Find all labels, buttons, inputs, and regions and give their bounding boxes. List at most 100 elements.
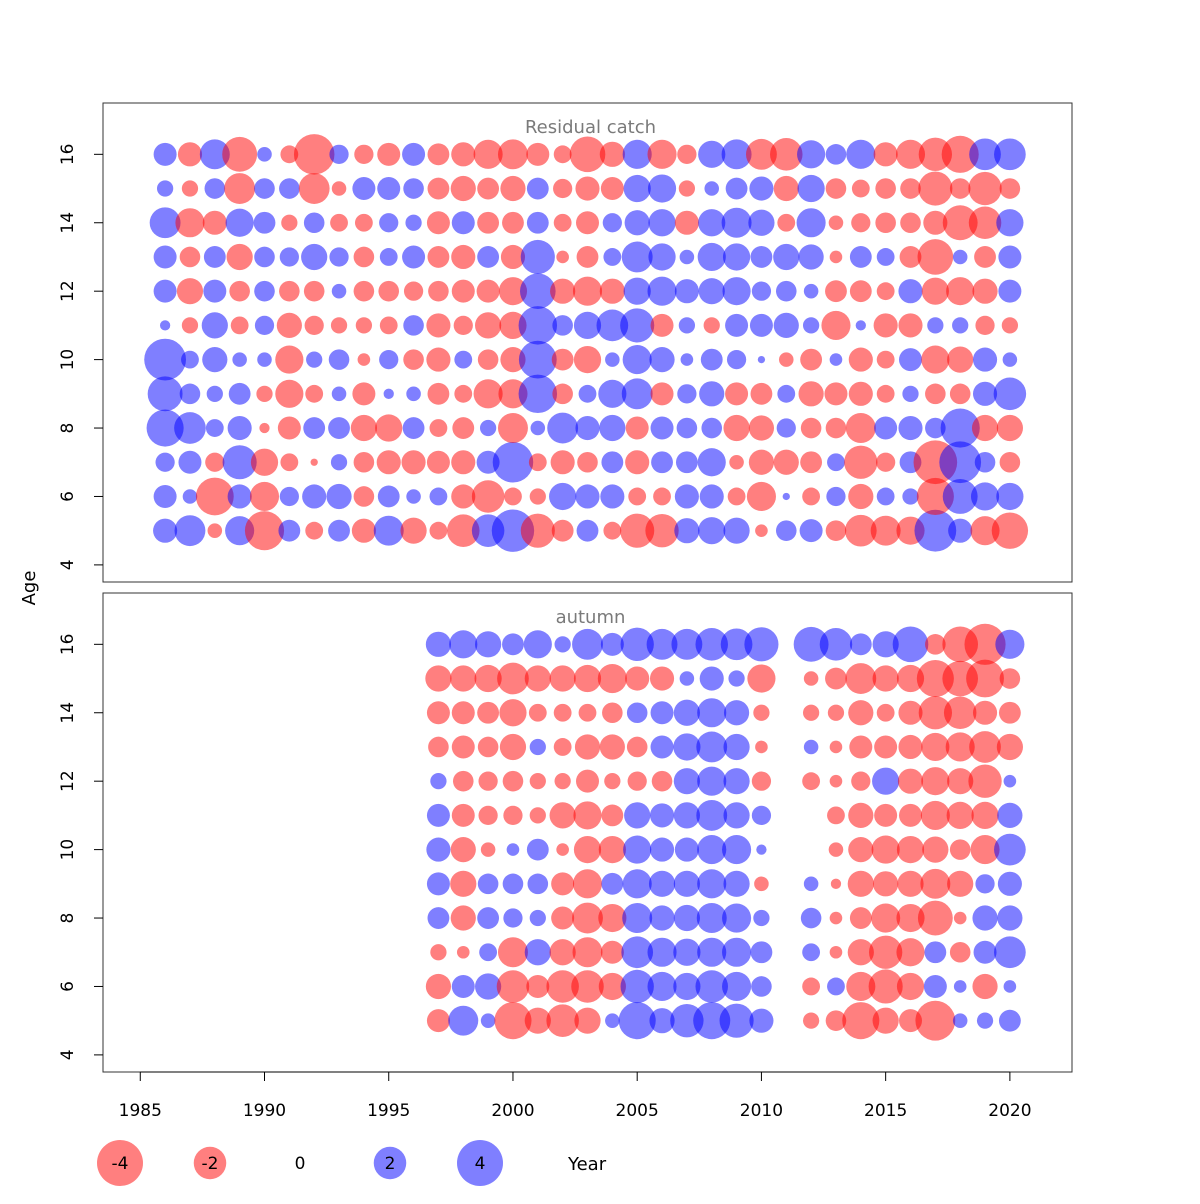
bubble-1997-age-13 [428, 736, 449, 758]
y-axis-label: Age [19, 571, 40, 606]
bubble-2020-age-8 [997, 905, 1023, 931]
bubble-1991-age-7 [280, 453, 299, 472]
bubble-2012-age-9 [798, 381, 824, 407]
bubble-2020-age-13 [996, 733, 1023, 761]
bubble-2010-age-9 [754, 876, 769, 892]
bubble-2001-age-6 [526, 974, 550, 998]
bubble-2007-age-10 [680, 353, 694, 366]
bubble-2002-age-12 [554, 773, 571, 790]
bubble-1999-age-8 [477, 907, 500, 929]
bubble-2000-age-9 [502, 873, 524, 895]
bubble-1990-age-6 [249, 481, 280, 512]
bubble-1990-age-13 [254, 246, 275, 268]
bubble-2009-age-6 [722, 971, 752, 1002]
bubble-2012-age-5 [802, 1012, 820, 1029]
bubble-1992-age-14 [303, 212, 325, 234]
bubble-2013-age-10 [828, 842, 844, 857]
bubble-2001-age-14 [526, 211, 549, 234]
bubble-2020-age-7 [994, 936, 1026, 969]
bubble-2012-age-15 [797, 174, 825, 203]
bubble-1996-age-5 [400, 517, 427, 544]
bubble-2000-age-15 [497, 662, 529, 695]
bubble-2011-age-7 [773, 449, 799, 475]
bubble-2007-age-9 [673, 870, 700, 897]
bubble-2012-age-7 [802, 943, 821, 962]
bubble-1990-age-16 [257, 147, 272, 162]
bubble-2001-age-8 [529, 909, 546, 927]
bubble-2004-age-7 [600, 940, 624, 964]
bubble-2011-age-15 [773, 175, 799, 202]
bubble-2008-age-10 [700, 348, 723, 371]
bubble-1997-age-11 [426, 313, 451, 338]
bubble-1991-age-11 [276, 312, 302, 338]
bubble-2017-age-6 [916, 477, 954, 516]
bubble-1999-age-13 [477, 736, 499, 758]
bubble-2013-age-15 [825, 667, 847, 690]
bubble-2016-age-16 [892, 626, 929, 663]
bubble-1997-age-7 [426, 450, 450, 474]
bubble-2001-age-6 [529, 488, 546, 505]
bubble-2015-age-6 [876, 487, 895, 506]
bubble-2017-age-12 [921, 277, 949, 305]
bubble-2018-age-8 [953, 911, 967, 925]
bubble-2005-age-12 [623, 277, 651, 305]
bubble-1986-age-5 [153, 518, 178, 543]
bubble-1989-age-12 [229, 280, 250, 302]
bubble-1993-age-8 [328, 417, 350, 439]
bubble-1998-age-11 [453, 315, 473, 336]
bubble-2003-age-6 [571, 970, 604, 1003]
bubble-2013-age-11 [827, 806, 845, 825]
bubble-2015-age-6 [868, 969, 903, 1004]
bubble-1998-age-8 [450, 905, 476, 931]
y-tick-label: 4 [58, 559, 78, 570]
bubble-1992-age-11 [304, 315, 324, 336]
bubble-1999-age-14 [477, 211, 500, 234]
bubble-2017-age-6 [923, 974, 947, 998]
bubble-2005-age-8 [622, 903, 653, 934]
bubble-2012-age-7 [800, 451, 823, 474]
bubble-2015-age-13 [874, 735, 898, 759]
bubble-2005-age-15 [625, 666, 650, 691]
bubble-2007-age-8 [676, 417, 698, 439]
bubble-2012-age-16 [797, 140, 826, 169]
bubble-2014-age-7 [844, 445, 878, 479]
bubble-2001-age-11 [518, 306, 558, 345]
bubble-1990-age-7 [250, 448, 279, 476]
bubble-1998-age-10 [450, 837, 476, 863]
bubble-2017-age-16 [925, 634, 946, 655]
bubble-2018-age-9 [947, 870, 974, 897]
bubble-2003-age-13 [576, 246, 599, 268]
bubble-2001-age-16 [523, 630, 552, 659]
bubble-2013-age-9 [830, 878, 842, 889]
y-tick-label: 14 [58, 702, 78, 724]
bubble-2002-age-10 [551, 348, 574, 371]
bubble-2010-age-11 [749, 313, 773, 337]
bubble-1988-age-14 [202, 210, 227, 235]
bubble-1991-age-14 [281, 214, 298, 231]
bubble-2013-age-8 [829, 911, 843, 925]
bubble-2020-age-9 [997, 871, 1022, 896]
bubble-1987-age-11 [181, 317, 199, 334]
bubble-1998-age-13 [451, 244, 476, 270]
bubble-2002-age-12 [550, 278, 576, 304]
bubble-2005-age-10 [623, 835, 652, 864]
bubble-2006-age-8 [649, 905, 675, 931]
bubble-2008-age-8 [701, 417, 723, 439]
bubble-2001-age-7 [528, 453, 547, 472]
bubble-2007-age-16 [677, 144, 697, 164]
bubble-2012-age-5 [799, 519, 823, 543]
bubble-1998-age-16 [449, 630, 478, 659]
bubble-1996-age-10 [403, 349, 424, 370]
bubble-2016-age-8 [896, 903, 925, 933]
legend-bubble-4 [457, 1140, 503, 1186]
bubble-2006-age-16 [646, 628, 678, 660]
bubble-2008-age-5 [698, 517, 726, 545]
bubble-2000-age-15 [500, 175, 526, 202]
bubble-2009-age-15 [725, 177, 748, 200]
bubble-2019-age-12 [968, 764, 1002, 798]
bubble-1992-age-15 [298, 173, 330, 204]
bubble-2008-age-16 [695, 628, 728, 661]
bubble-2002-age-15 [549, 665, 576, 692]
bubble-1991-age-15 [279, 178, 300, 199]
panel-title: autumn [556, 607, 626, 628]
